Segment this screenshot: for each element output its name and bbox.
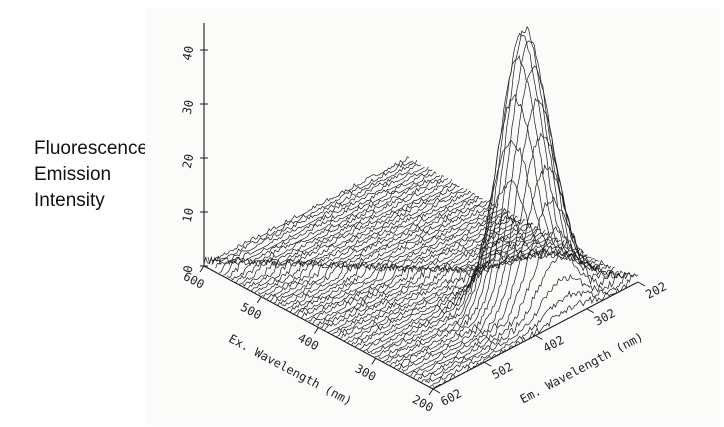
z-tick-label: 30 [180,99,197,116]
z-axis-title-line-2: Emission [34,164,112,185]
surface-trace [254,184,460,294]
surface-trace [393,40,600,369]
x-tick-label: 400 [296,331,322,354]
surface-trace [316,218,522,327]
surface-trace [273,195,479,304]
x-tick [371,357,377,365]
surface-trace [215,164,421,269]
surface-lines [203,25,639,389]
surface-trace [312,215,518,325]
z-tick-label: 10 [180,207,197,224]
x-tick [314,327,319,334]
y-tick [586,308,594,314]
surface-trace [293,203,499,315]
surface-trace [219,166,425,274]
surface-trace [339,229,546,340]
surface-trace [262,188,468,297]
y-tick-label: 502 [490,359,516,382]
y-tick-label: 602 [438,386,464,409]
x-tick [256,296,262,304]
surface-trace [425,272,631,384]
surface-trace [289,202,495,313]
z-axis-title-line-3: Intensity [34,190,105,211]
z-tick-label: 20 [180,153,197,170]
axes [199,23,646,396]
surface-trace [265,190,472,300]
x-tick [428,388,434,396]
x-tick-label: 600 [181,269,207,292]
z-tick-label: 40 [180,45,197,62]
surface-trace [366,212,573,354]
y-tick [432,388,441,394]
surface-trace [234,175,441,284]
z-axis-title-line-1: Fluorescence [34,138,149,159]
surface-trace [351,237,557,346]
z-axis-title: Fluorescence Emission Intensity [34,136,164,214]
surface-trace [378,93,584,360]
surface-trace [386,32,592,363]
y-tick [637,281,646,287]
surface-trace [304,210,511,321]
surface-trace [207,160,414,265]
x-tick [199,265,205,273]
surface-trace [277,197,483,306]
surface-trace [223,166,429,276]
surface-trace [320,219,526,329]
surface-trace [203,156,410,264]
y-tick-label: 202 [643,279,669,302]
surface-trace [335,228,542,338]
surface-trace [300,207,507,319]
surface-trace [281,200,487,307]
surface-trace [405,132,612,375]
y-tick [484,361,492,367]
surface-trace [285,198,491,311]
surface-trace [211,159,418,265]
surface-trace [258,187,464,295]
x-axis-title: Ex. Wavelength (nm) [226,332,354,409]
surface-trace [370,179,577,355]
surface-trace [227,169,433,279]
surface-trace [250,182,456,292]
y-tick [535,335,543,340]
x-tick-label: 500 [238,300,264,323]
x-tick-label: 200 [410,392,436,415]
surface-trace [421,255,627,383]
y-axis-title: Em. Wavelength (nm) [518,330,646,407]
surface-trace [331,226,538,336]
surface-trace [269,192,476,302]
surface-trace [296,208,503,317]
surface-trace [417,226,623,381]
surface-trace [413,196,619,379]
plot-paper: 0 10 20 30 40 600 500 400 300 200 602 502 402 302 202 … [145,8,720,425]
surface-trace [355,238,561,347]
surface-trace [428,271,635,388]
surface-trace [242,177,449,287]
surface-trace [401,97,608,372]
surface-trace [324,222,530,331]
surface-trace [328,222,534,333]
surface-trace [389,25,596,367]
y-tick-label: 302 [592,306,618,329]
x-tick-label: 300 [353,361,379,384]
surface-trace [238,175,445,286]
surface-trace [230,171,437,281]
y-tick-label: 402 [541,333,567,356]
surface-trace [409,164,615,376]
surface-trace [362,235,569,352]
z-tick-label: 0 [180,264,195,274]
surface-trace [246,179,453,290]
